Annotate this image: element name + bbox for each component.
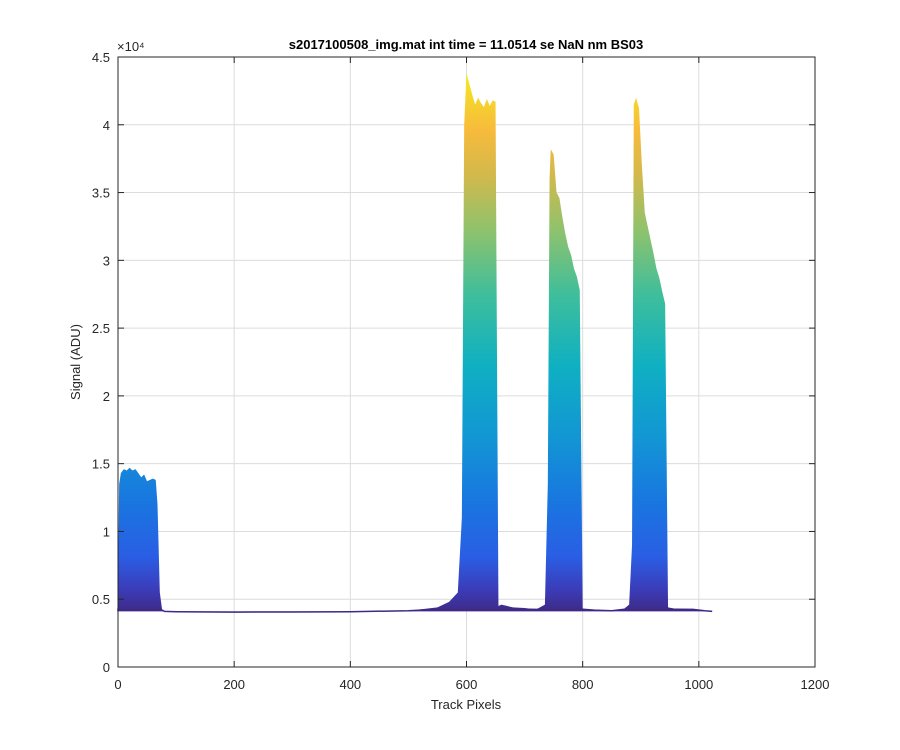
- x-tick-label: 800: [572, 677, 594, 692]
- signal-area-series: [117, 73, 713, 613]
- y-tick-label: 1: [103, 524, 110, 539]
- signal-area: [118, 73, 713, 613]
- x-tick-label: 1200: [801, 677, 830, 692]
- x-tick-label: 400: [339, 677, 361, 692]
- y-axis-label: Signal (ADU): [68, 324, 83, 400]
- tick-marks: [117, 56, 816, 668]
- y-tick-label: 4.5: [92, 50, 110, 65]
- chart-title: s2017100508_img.mat int time = 11.0514 s…: [289, 37, 643, 52]
- y-tick-label: 0: [103, 660, 110, 675]
- x-tick-label: 1000: [684, 677, 713, 692]
- x-tick-label: 200: [223, 677, 245, 692]
- x-tick-labels: 0 200 400 600 800 1000 1200: [114, 677, 829, 692]
- y-tick-label: 3.5: [92, 186, 110, 201]
- x-axis-label: Track Pixels: [431, 697, 502, 712]
- x-tick-label: 600: [456, 677, 478, 692]
- y-tick-label: 1.5: [92, 457, 110, 472]
- x-tick-label: 0: [114, 677, 121, 692]
- y-tick-label: 4: [103, 118, 110, 133]
- y-tick-label: 0.5: [92, 592, 110, 607]
- y-tick-label: 3: [103, 253, 110, 268]
- y-tick-label: 2.5: [92, 321, 110, 336]
- y-tick-labels: 0 0.5 1 1.5 2 2.5 3 3.5 4 4.5: [92, 50, 110, 675]
- signal-baseline-line: [117, 608, 713, 613]
- y-exponent-label: ×10⁴: [117, 39, 145, 54]
- y-tick-label: 2: [103, 389, 110, 404]
